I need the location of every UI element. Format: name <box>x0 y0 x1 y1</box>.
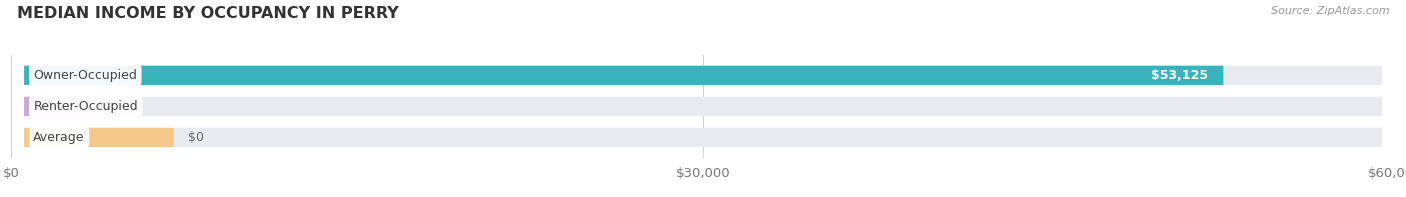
Text: Average: Average <box>34 131 84 144</box>
Text: MEDIAN INCOME BY OCCUPANCY IN PERRY: MEDIAN INCOME BY OCCUPANCY IN PERRY <box>17 6 399 21</box>
Text: Renter-Occupied: Renter-Occupied <box>34 100 138 113</box>
FancyBboxPatch shape <box>24 66 1223 85</box>
FancyBboxPatch shape <box>24 97 1382 116</box>
Text: $0: $0 <box>125 100 142 113</box>
FancyBboxPatch shape <box>24 97 111 116</box>
Text: $0: $0 <box>188 131 204 144</box>
Text: $53,125: $53,125 <box>1152 69 1209 82</box>
FancyBboxPatch shape <box>24 128 1382 147</box>
Text: Owner-Occupied: Owner-Occupied <box>34 69 138 82</box>
FancyBboxPatch shape <box>24 128 174 147</box>
FancyBboxPatch shape <box>24 66 1382 85</box>
Text: Source: ZipAtlas.com: Source: ZipAtlas.com <box>1271 6 1389 16</box>
